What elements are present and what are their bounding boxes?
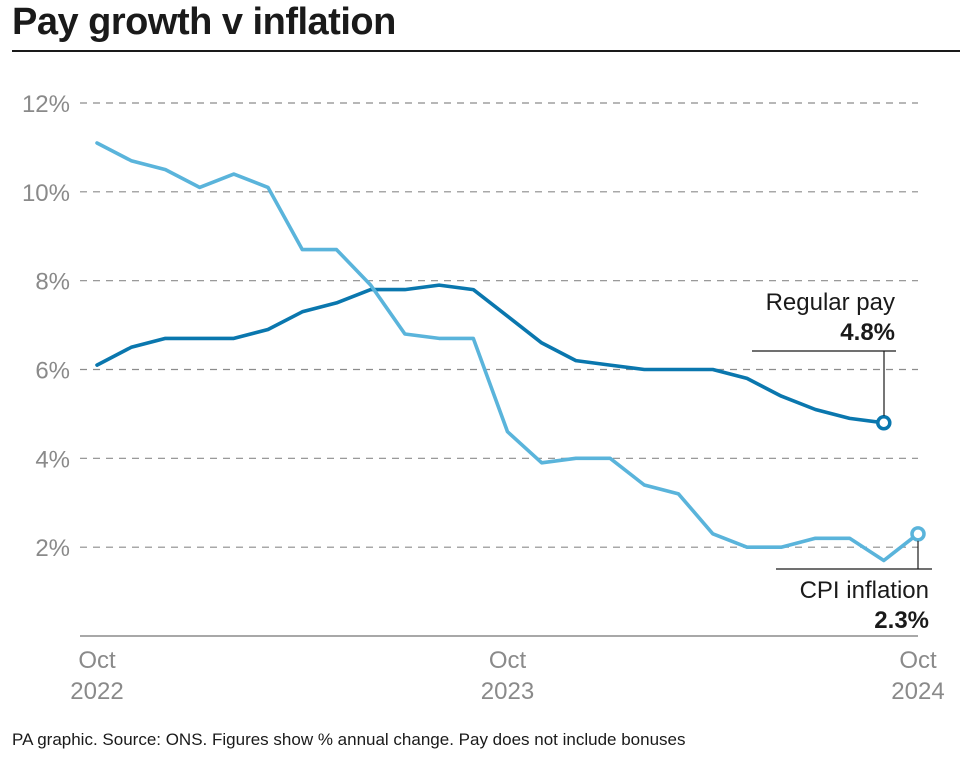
y-axis-ticks: 2% 4% 6% 8% 10% 12% (22, 91, 70, 562)
series-line-cpi-inflation (95, 141, 920, 563)
annotation-value-cpi-inflation: 2.3% (874, 607, 929, 634)
x-tick-month-0: Oct (78, 647, 116, 674)
x-tick-month-2: Oct (899, 647, 937, 674)
title-rule (12, 50, 960, 52)
grid-lines (80, 102, 918, 548)
x-tick-year-2: 2024 (891, 678, 944, 705)
line-chart: 2% 4% 6% 8% 10% 12% Oct 2022 Oct 2023 Oct 2024 Reg… (22, 91, 945, 705)
y-tick-label-10: 10% (22, 180, 70, 207)
annotation-name-regular-pay: Regular pay (766, 289, 895, 316)
x-tick-month-1: Oct (489, 647, 527, 674)
annotation-name-cpi-inflation: CPI inflation (800, 577, 929, 604)
series-end-marker-regular-pay (876, 415, 892, 431)
series-lines (95, 141, 926, 563)
x-tick-year-1: 2023 (481, 678, 534, 705)
y-tick-label-4: 4% (35, 446, 70, 473)
x-tick-year-0: 2022 (70, 678, 123, 705)
y-tick-label-6: 6% (35, 358, 70, 385)
annotation-value-regular-pay: 4.8% (840, 319, 895, 346)
series-line-regular-pay (95, 283, 886, 425)
source-footer: PA graphic. Source: ONS. Figures show % … (12, 730, 686, 749)
y-tick-label-8: 8% (35, 269, 70, 296)
y-tick-label-2: 2% (35, 535, 70, 562)
chart-title: Pay growth v inflation (12, 1, 396, 43)
x-axis-ticks: Oct 2022 Oct 2023 Oct 2024 (70, 647, 944, 705)
series-annotations: Regular pay 4.8% CPI inflation 2.3% (752, 289, 932, 634)
series-end-marker-cpi-inflation (910, 526, 926, 542)
y-tick-label-12: 12% (22, 91, 70, 118)
